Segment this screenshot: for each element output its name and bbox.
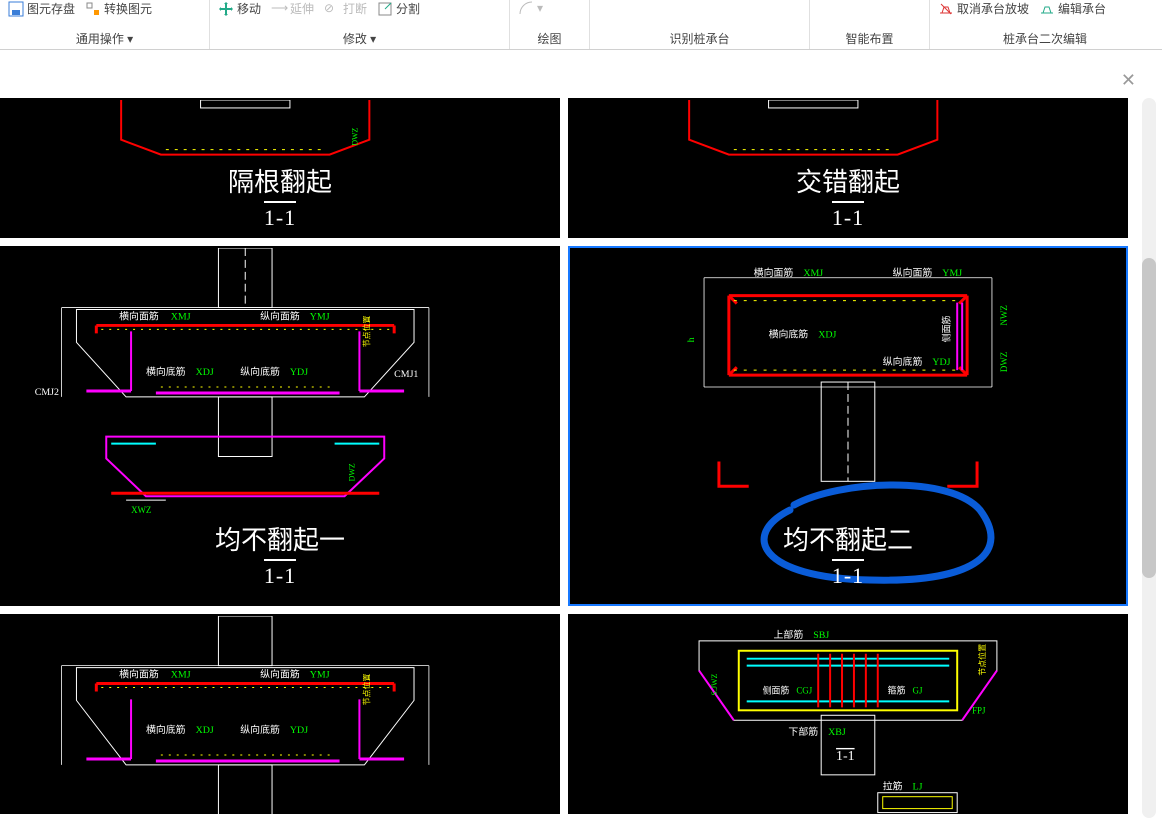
svg-text:YMJ: YMJ	[942, 268, 962, 279]
svg-text:横向面筋: 横向面筋	[119, 309, 159, 322]
svg-text:YDJ: YDJ	[290, 725, 308, 736]
svg-text:侧面筋: 侧面筋	[940, 315, 951, 342]
panel-raised-every-other[interactable]: DWZ 隔根翻起 1-1	[0, 98, 560, 238]
move-icon	[218, 1, 234, 17]
panel-sub: 1-1	[264, 559, 296, 589]
svg-text:侧面筋: 侧面筋	[763, 684, 790, 695]
convert-icon	[85, 1, 101, 17]
ribbon-group-draw: 绘图	[518, 28, 581, 49]
ribbon-group-secondary: 桩承台二次编辑	[938, 28, 1152, 49]
svg-text:横向底筋: 横向底筋	[769, 327, 809, 340]
svg-text:横向底筋: 横向底筋	[146, 365, 186, 378]
arc-icon	[518, 0, 534, 16]
close-icon[interactable]: ✕	[1121, 70, 1136, 91]
panel-sub: 1-1	[832, 559, 864, 589]
svg-text:纵向面筋: 纵向面筋	[893, 266, 933, 279]
svg-text:CMJ1: CMJ1	[394, 369, 418, 380]
svg-text:拉筋: 拉筋	[883, 780, 903, 793]
btn-convert-element[interactable]: 转换图元	[85, 0, 152, 17]
ribbon-toolbar: 图元存盘 转换图元 通用操作 ▾ 移动 ⟶延伸 ⊘打断 分割 修改 ▾ ▾ 绘图…	[0, 0, 1162, 50]
svg-text:节点位置: 节点位置	[977, 644, 987, 676]
panel-title: 均不翻起二	[783, 520, 913, 557]
panel-sub: 1-1	[832, 201, 864, 231]
panel-title: 交错翻起	[796, 162, 900, 199]
svg-text:节点位置: 节点位置	[361, 674, 371, 706]
break-icon: ⊘	[324, 1, 340, 17]
btn-break: ⊘打断	[324, 0, 367, 17]
svg-text:YMJ: YMJ	[310, 311, 330, 322]
cancel-slope-icon	[938, 1, 954, 17]
svg-text:LJ: LJ	[913, 782, 923, 793]
svg-text:XMJ: XMJ	[803, 268, 823, 279]
extend-icon: ⟶	[271, 1, 287, 17]
svg-text:YDJ: YDJ	[290, 367, 308, 378]
btn-save-element[interactable]: 图元存盘	[8, 0, 75, 17]
panel-raised-staggered[interactable]: 交错翻起 1-1	[568, 98, 1128, 238]
ribbon-group-smart: 智能布置	[818, 28, 921, 49]
svg-text:XWZ: XWZ	[131, 505, 151, 515]
svg-text:1-1: 1-1	[836, 749, 855, 764]
svg-text:XBJ: XBJ	[828, 727, 846, 738]
svg-text:S.JWZ: S.JWZ	[710, 673, 719, 695]
btn-cancel-slope[interactable]: 取消承台放坡	[938, 0, 1029, 17]
scrollbar-track[interactable]	[1142, 98, 1156, 818]
svg-text:h: h	[686, 337, 697, 342]
ribbon-group-recognize: 识别桩承台	[598, 28, 801, 49]
edit-cap-icon	[1039, 1, 1055, 17]
split-icon	[377, 1, 393, 17]
svg-text:DWZ: DWZ	[999, 352, 1009, 372]
svg-text:XMJ: XMJ	[171, 311, 191, 322]
svg-text:XMJ: XMJ	[171, 670, 191, 681]
ribbon-group-general[interactable]: 通用操作 ▾	[8, 28, 201, 49]
svg-text:横向面筋: 横向面筋	[754, 266, 794, 279]
svg-text:上部筋: 上部筋	[774, 628, 804, 641]
scrollbar-thumb[interactable]	[1142, 258, 1156, 578]
panel-title: 隔根翻起	[228, 162, 332, 199]
svg-text:YMJ: YMJ	[310, 670, 330, 681]
btn-draw: ▾	[518, 0, 543, 16]
svg-text:XDJ: XDJ	[818, 329, 836, 340]
svg-text:CGJ: CGJ	[796, 685, 812, 695]
svg-text:纵向面筋: 纵向面筋	[260, 309, 300, 322]
ribbon-group-modify[interactable]: 修改 ▾	[218, 28, 501, 49]
svg-text:GJ: GJ	[913, 685, 923, 695]
svg-text:FPJ: FPJ	[972, 705, 986, 715]
svg-text:纵向底筋: 纵向底筋	[240, 723, 280, 736]
content-area: ✕ DWZ 隔根翻起 1-1	[0, 50, 1162, 832]
svg-text:纵向底筋: 纵向底筋	[883, 355, 923, 368]
panel-bottom-right[interactable]: 上部筋 SBJ 侧面筋 CGJ 箍筋 GJ 下部筋 XBJ FPJ S.JWZ …	[568, 614, 1128, 814]
svg-text:XDJ: XDJ	[196, 367, 214, 378]
btn-split[interactable]: 分割	[377, 0, 420, 17]
svg-text:YDJ: YDJ	[932, 357, 950, 368]
svg-text:CMJ2: CMJ2	[35, 387, 59, 398]
svg-text:DWZ: DWZ	[347, 463, 356, 481]
svg-text:SBJ: SBJ	[813, 630, 829, 641]
btn-extend: ⟶延伸	[271, 0, 314, 17]
svg-text:节点位置: 节点位置	[361, 315, 371, 347]
panel-not-raised-1[interactable]: 横向面筋 XMJ 纵向面筋 YMJ 横向底筋 XDJ 纵向底筋 YDJ CMJ1…	[0, 246, 560, 606]
btn-move[interactable]: 移动	[218, 0, 261, 17]
svg-text:箍筋: 箍筋	[888, 684, 906, 695]
svg-text:DWZ: DWZ	[350, 127, 359, 145]
preview-grid: DWZ 隔根翻起 1-1 交错翻起 1-1	[0, 98, 1128, 832]
save-icon	[8, 1, 24, 17]
panel-not-raised-2[interactable]: 横向面筋 XMJ 纵向面筋 YMJ 横向底筋 XDJ 纵向底筋 YDJ 侧面筋 …	[568, 246, 1128, 606]
svg-text:下部筋: 下部筋	[788, 725, 818, 738]
svg-text:XDJ: XDJ	[196, 725, 214, 736]
svg-text:横向面筋: 横向面筋	[119, 668, 159, 681]
svg-text:横向底筋: 横向底筋	[146, 723, 186, 736]
panel-title: 均不翻起一	[215, 520, 345, 557]
btn-edit-cap[interactable]: 编辑承台	[1039, 0, 1106, 17]
svg-text:纵向底筋: 纵向底筋	[240, 365, 280, 378]
svg-text:纵向面筋: 纵向面筋	[260, 668, 300, 681]
panel-sub: 1-1	[264, 201, 296, 231]
panel-bottom-left[interactable]: 横向面筋 XMJ 纵向面筋 YMJ 横向底筋 XDJ 纵向底筋 YDJ 节点位置	[0, 614, 560, 814]
svg-text:NWZ: NWZ	[999, 305, 1009, 325]
